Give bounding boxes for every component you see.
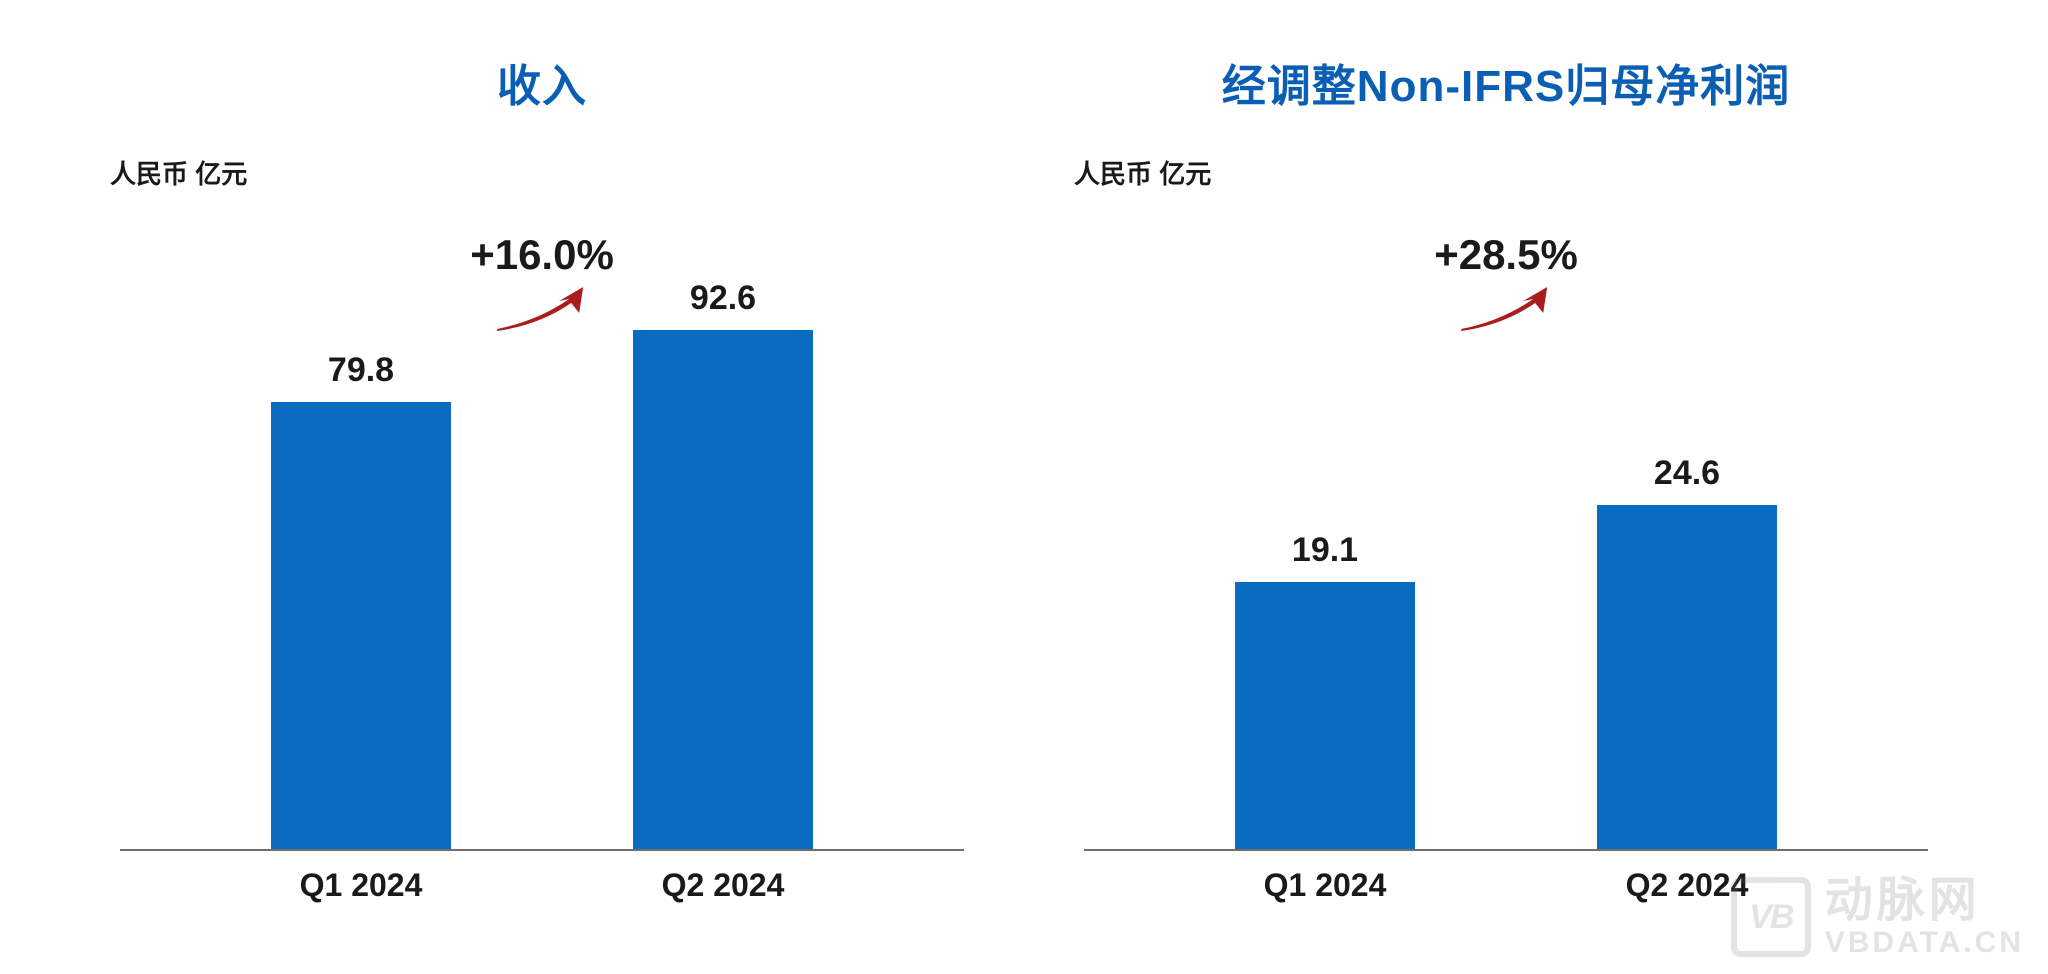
chart-card: 收入 人民币 亿元 +16.0% 79.8 92.6	[0, 0, 2048, 974]
chart-area: +28.5% 19.1 24.6 Q1 2024	[1084, 211, 1928, 851]
x-axis-labels: Q1 2024 Q2 2024	[120, 867, 964, 904]
bar	[633, 330, 813, 849]
growth-percent: +28.5%	[1434, 231, 1578, 279]
unit-label: 人民币 亿元	[110, 154, 984, 191]
bar-value: 92.6	[690, 279, 756, 318]
x-axis-line	[1084, 849, 1928, 851]
bar-value: 24.6	[1654, 454, 1720, 493]
bar-group-q1: 19.1	[1215, 531, 1435, 849]
bars-container: 79.8 92.6	[120, 289, 964, 849]
bar	[271, 402, 451, 849]
bar-group-q1: 79.8	[251, 351, 471, 849]
x-label: Q2 2024	[1577, 867, 1797, 904]
bar-group-q2: 92.6	[613, 279, 833, 849]
bars-container: 19.1 24.6	[1084, 289, 1928, 849]
unit-label: 人民币 亿元	[1074, 154, 1948, 191]
watermark-en: VBDATA.CN	[1825, 927, 2024, 959]
bar-value: 19.1	[1292, 531, 1358, 570]
panel-revenue: 收入 人民币 亿元 +16.0% 79.8 92.6	[60, 40, 1024, 914]
x-axis-line	[120, 849, 964, 851]
panel-title: 收入	[100, 50, 984, 114]
bar	[1597, 505, 1777, 849]
x-axis-labels: Q1 2024 Q2 2024	[1084, 867, 1928, 904]
panel-adj-profit: 经调整Non-IFRS归母净利润 人民币 亿元 +28.5% 19.1 24.6	[1024, 40, 1988, 914]
panel-title: 经调整Non-IFRS归母净利润	[1064, 50, 1948, 114]
x-label: Q1 2024	[251, 867, 471, 904]
bar	[1235, 582, 1415, 849]
x-label: Q1 2024	[1215, 867, 1435, 904]
x-label: Q2 2024	[613, 867, 833, 904]
bar-group-q2: 24.6	[1577, 454, 1797, 849]
growth-percent: +16.0%	[470, 231, 614, 279]
bar-value: 79.8	[328, 351, 394, 390]
chart-area: +16.0% 79.8 92.6 Q1 2024	[120, 211, 964, 851]
